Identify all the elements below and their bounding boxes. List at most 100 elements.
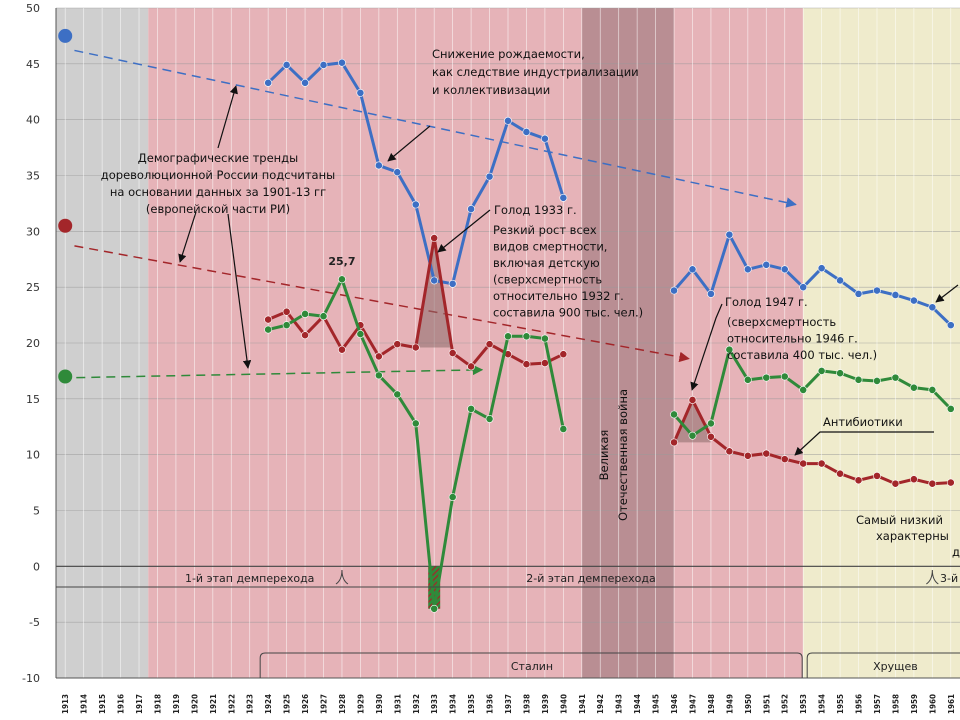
natural-point-1928: [338, 275, 346, 284]
pre-rev-arrow-natural: [227, 213, 252, 369]
famine-1947-title: Голод 1947 г.: [725, 295, 808, 309]
birth-point-1933: [430, 276, 439, 285]
stage-divider-1: [335, 569, 349, 585]
death-point-1946: [670, 438, 678, 447]
birth-decline-note-line-2: как следствие индустриализации: [432, 65, 639, 79]
death-point-1940: [559, 350, 568, 359]
birth-point-1952: [780, 265, 789, 274]
x-tick-label: 1952: [781, 694, 790, 714]
natural-point-1935: [467, 404, 476, 413]
natural-point-1961: [946, 404, 955, 413]
death-point-1930: [374, 352, 383, 361]
famine-1947-body-line-3: составила 400 тыс. чел.): [727, 348, 877, 362]
pre-rev-note-line-1: Демографические тренды: [138, 151, 298, 165]
birth-point-1947: [688, 265, 697, 274]
birth-point-1924: [264, 78, 273, 87]
x-tick-label: 1915: [98, 694, 107, 714]
x-tick-label: 1960: [928, 694, 937, 714]
x-tick-label: 1930: [375, 694, 384, 714]
natural-point-1947: [688, 431, 697, 440]
birth-point-1925: [282, 61, 291, 69]
stage-divider-2: [926, 569, 939, 585]
death-point-1924: [264, 315, 273, 324]
birth-point-1934: [448, 279, 457, 288]
birth-decline-arrow: [387, 125, 431, 162]
famine-1933-body-line-6: составила 900 тыс. чел.): [493, 306, 643, 320]
x-tick-label: 1913: [61, 694, 70, 714]
birth-point-1958: [891, 291, 900, 299]
natural-trend-line: [76, 364, 484, 379]
famine-1933-body-line-4: (сверхсмертность: [493, 273, 602, 287]
natural-point-1937: [504, 332, 512, 341]
death-point-1926: [301, 331, 309, 340]
y-tick-label: -5: [29, 616, 40, 629]
death-point-1959: [909, 475, 918, 484]
natural-point-1958: [891, 373, 900, 382]
trend-lines: [74, 49, 797, 379]
death-point-1925: [282, 307, 291, 316]
x-tick-label: 1927: [320, 694, 329, 714]
x-tick-label: 1925: [283, 694, 292, 714]
x-tick-label: 1917: [135, 694, 144, 714]
birth-point-1937: [504, 116, 512, 125]
pre-rev-note-line-4: (европейской части РИ): [146, 202, 290, 216]
x-tick-label: 1956: [855, 694, 864, 714]
x-tick-label: 1946: [670, 694, 679, 714]
natural-point-1948: [707, 419, 715, 428]
birth-point-1927: [319, 61, 328, 69]
birth-point-1928: [338, 58, 346, 67]
x-tick-label: 1961: [947, 694, 956, 714]
famine-1947-excess: [674, 399, 711, 443]
death-point-1928: [338, 345, 346, 354]
x-tick-label: 1916: [117, 694, 126, 714]
natural-point-1927: [319, 312, 328, 321]
x-tick-label: 1945: [652, 694, 661, 714]
x-tick-label: 1938: [522, 694, 531, 714]
birth-point-1939: [540, 134, 549, 143]
natural-point-1939: [540, 334, 549, 343]
birth-point-1955: [836, 276, 844, 285]
birth-point-1949: [725, 230, 734, 239]
grid-lines: [55, 7, 960, 679]
stage-3-label: 3-й: [940, 572, 958, 585]
stalin-bracket: [259, 652, 803, 678]
x-tick-label: 1948: [707, 694, 716, 714]
y-tick-label: 0: [33, 560, 40, 573]
data-series: [58, 28, 955, 613]
x-tick-label: 1958: [891, 694, 900, 714]
death-point-1956: [854, 476, 863, 485]
birth-point-1960: [928, 303, 937, 312]
death-point-1934: [448, 349, 457, 357]
birth-point-1961: [946, 321, 955, 330]
natural-point-1924: [264, 325, 273, 334]
x-tick-label: 1944: [633, 694, 642, 714]
war-label-line-1: Великая: [597, 430, 611, 481]
birth-point-1938: [522, 128, 531, 136]
y-tick-label: 5: [33, 505, 40, 518]
birth-point-1953: [799, 283, 808, 292]
natural-point-1959: [909, 383, 918, 392]
x-tick-label: 1937: [504, 694, 513, 714]
natural-point-1954: [817, 367, 826, 375]
natural-point-1955: [836, 369, 844, 378]
x-tick-label: 1919: [172, 694, 181, 714]
famine-1933-body-line-3: включая детскую: [493, 256, 600, 270]
pre-rev-arrow-birth: [217, 85, 238, 149]
x-tick-label: 1932: [412, 694, 421, 714]
birth-line-segment-2: [672, 233, 952, 327]
stage-1-label: 1-й этап демперехода: [185, 572, 314, 585]
famine-1933-excess: [415, 238, 453, 348]
pre-rev-note-line-2: дореволюционной России подсчитаны: [101, 168, 335, 182]
death-point-1951: [762, 449, 771, 458]
x-tick-label: 1942: [596, 694, 605, 714]
death-point-1950: [743, 451, 752, 460]
birth-point-1951: [762, 260, 771, 269]
y-tick-label: 10: [26, 449, 40, 462]
x-tick-label: 1935: [467, 694, 476, 714]
lowest-line-1: Самый низкий: [856, 513, 943, 527]
x-tick-label: 1922: [227, 694, 236, 714]
death-point-1936: [485, 340, 494, 349]
birth-1913-marker: [58, 28, 73, 43]
x-tick-label: 1941: [578, 694, 587, 714]
